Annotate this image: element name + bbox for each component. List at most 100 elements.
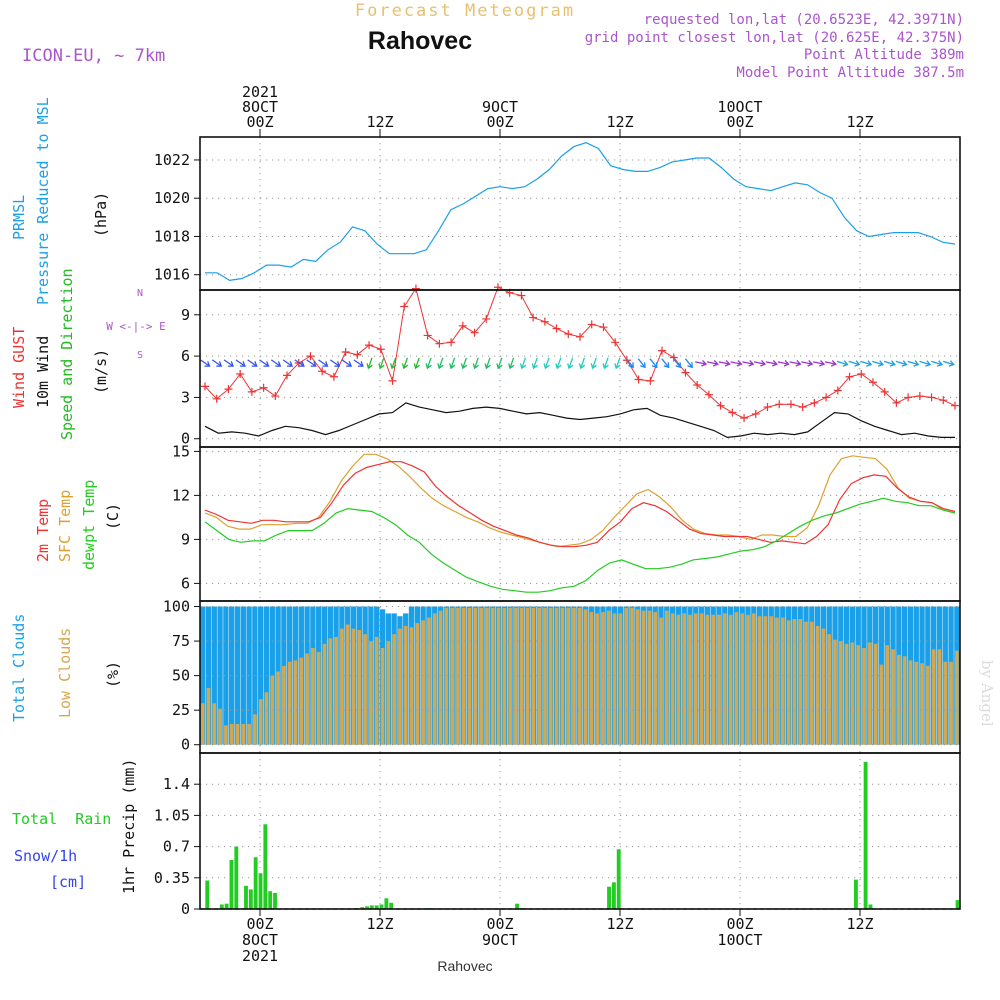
- wind-dir-arrowhead: [724, 360, 731, 367]
- clouds-ytick-label: 50: [172, 667, 190, 685]
- wind-dir-arrow: [247, 359, 258, 367]
- rain-bar: [607, 886, 611, 909]
- gust-point: [693, 381, 702, 390]
- wind-unit: (m/s): [92, 349, 110, 394]
- gust-point: [224, 385, 233, 394]
- gust-point: [458, 321, 467, 330]
- low-cloud-bar: [856, 645, 861, 745]
- low-cloud-bar: [908, 660, 913, 745]
- wind-dir-arrow: [684, 358, 693, 368]
- precip-axis-label: 1hr Precip (mm): [120, 759, 138, 894]
- wind-dir-arrowhead: [555, 363, 562, 370]
- wind-dir-arrow: [615, 357, 621, 369]
- gust-point: [482, 314, 491, 323]
- low-cloud-bar: [212, 703, 217, 745]
- wind-panel-frame: [199, 289, 961, 448]
- wind-dir-arrowhead: [508, 363, 515, 370]
- top-axis-label: 12Z: [366, 113, 393, 131]
- bottom-axis-label: 00Z: [726, 915, 753, 933]
- top-axis-label: 8OCT: [242, 98, 278, 116]
- wind-dir-arrowhead: [889, 360, 896, 367]
- low-cloud-bar: [392, 634, 396, 745]
- low-cloud-bar: [804, 621, 808, 745]
- wind-dir-arrow: [367, 357, 373, 369]
- dew-label: dewpt Temp: [80, 480, 98, 570]
- low-cloud-bar: [792, 619, 797, 745]
- low-cloud-bar: [949, 661, 953, 745]
- gust-point: [775, 400, 784, 409]
- total-cloud-bar: [229, 606, 235, 745]
- wind-dir-arrowhead: [519, 363, 527, 370]
- low-cloud-bar: [583, 609, 588, 745]
- gust-label: Wind GUST: [10, 327, 28, 408]
- low-cloud-bar: [676, 614, 681, 745]
- low-cloud-bar: [920, 663, 924, 745]
- low-cloud-bar: [931, 649, 936, 745]
- gust-point: [576, 332, 584, 341]
- wind-dir-arrow: [742, 361, 754, 365]
- low-cloud-bar: [635, 609, 640, 745]
- gust-point: [318, 367, 327, 376]
- rain-bar: [268, 891, 273, 909]
- wind-dir-arrow: [473, 357, 479, 369]
- wind-dir-arrow: [462, 357, 468, 369]
- rain-bar: [374, 905, 379, 909]
- wind-dir-arrow: [919, 360, 931, 366]
- wind-dir-arrowhead: [251, 361, 258, 367]
- wind-dir-arrowhead: [936, 360, 944, 367]
- meteogram-subtitle: Forecast Meteogram: [355, 1, 575, 21]
- low-cloud-bar: [914, 661, 919, 745]
- low-cloud-bar: [862, 648, 866, 745]
- wind-dir-arrow: [661, 358, 670, 368]
- low-cloud-bar: [444, 607, 449, 745]
- gust-point: [716, 401, 725, 410]
- wind-ytick-label: 9: [181, 306, 190, 324]
- wind-dir-arrowhead: [357, 361, 364, 367]
- wind-dir-arrow: [318, 359, 328, 367]
- pressure-labels: PRMSL Pressure Reduced to MSL (hPa): [10, 97, 110, 305]
- low-cloud-bar: [839, 641, 843, 745]
- low-cloud-bar: [438, 610, 443, 745]
- wind-dir-arrow: [568, 357, 574, 369]
- wind-dir-arrowhead: [346, 361, 353, 367]
- gust-point: [658, 346, 667, 355]
- bottom-axis-label: 00Z: [486, 915, 513, 933]
- gust-point: [353, 350, 362, 359]
- low-cloud-bar: [479, 607, 483, 745]
- low-cloud-bar: [902, 656, 907, 745]
- low-cloud-bar: [752, 613, 756, 745]
- bottom-axis-label: 12Z: [366, 915, 393, 933]
- rain-bar: [224, 903, 229, 909]
- bottom-axis-label: 9OCT: [482, 931, 518, 949]
- bottom-axis-label: 8OCT: [242, 931, 278, 949]
- gust-point: [728, 408, 737, 417]
- wind-dir-arrow: [580, 357, 586, 369]
- wind-dir-arrow: [895, 360, 907, 366]
- bottom-axis-label: 12Z: [606, 915, 633, 933]
- low-cloud-bar: [781, 617, 785, 745]
- low-cloud-bar: [363, 634, 367, 745]
- wind-dir-arrowhead: [877, 360, 885, 367]
- wind-dir-arrowhead: [736, 360, 743, 367]
- total-cloud-bar: [200, 606, 206, 745]
- gust-point: [611, 338, 620, 347]
- low-cloud-bar: [224, 725, 228, 745]
- clouds-ytick-label: 75: [172, 632, 190, 650]
- wind-dir-arrow: [450, 357, 456, 369]
- gust-point: [283, 371, 292, 380]
- low-cloud-bar: [943, 661, 948, 745]
- low-cloud-bar: [490, 607, 495, 745]
- rain-bar: [369, 905, 374, 909]
- total-cloud-bar: [211, 606, 217, 745]
- wind-dir-arrowhead: [602, 363, 609, 370]
- low-cloud-bar: [630, 607, 634, 745]
- wind-speed-line: [204, 402, 955, 439]
- total-rain-label: Total Rain: [12, 810, 111, 828]
- pressure-ytick-label: 1022: [154, 151, 190, 169]
- low-cloud-bar: [786, 620, 791, 745]
- low-cloud-bar: [810, 621, 814, 745]
- low-cloud-bar: [386, 641, 391, 745]
- wind-dir-arrow: [544, 357, 550, 369]
- gust-point: [915, 392, 924, 401]
- low-cloud-bar: [525, 607, 530, 745]
